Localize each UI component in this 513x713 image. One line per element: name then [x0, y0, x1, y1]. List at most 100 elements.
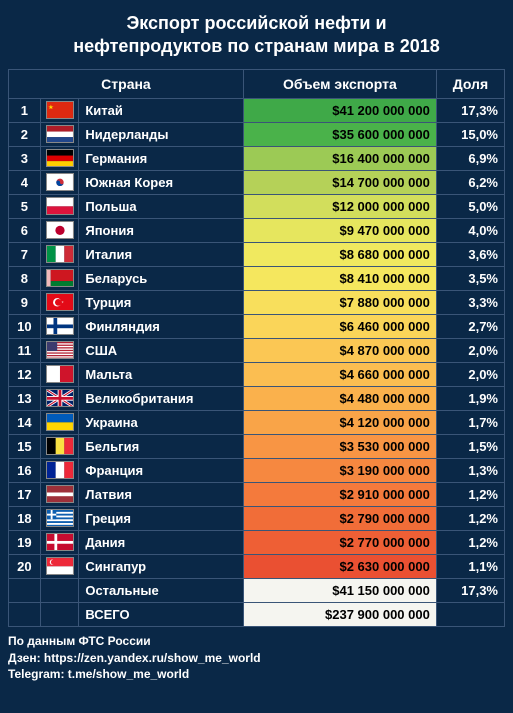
- share-cell: 2,7%: [436, 314, 504, 338]
- table-row: 12 Мальта$4 660 000 0002,0%: [9, 362, 505, 386]
- chart-title: Экспорт российской нефти и нефтепродукто…: [8, 8, 505, 69]
- source-text: По данным ФТС России: [8, 633, 505, 650]
- flag-cell: [40, 482, 79, 506]
- zen-link[interactable]: https://zen.yandex.ru/show_me_world: [44, 651, 261, 665]
- country-cell: Франция: [79, 458, 244, 482]
- header-row: Страна Объем экспорта Доля: [9, 69, 505, 98]
- volume-cell: $4 870 000 000: [243, 338, 436, 362]
- share-cell: 1,1%: [436, 554, 504, 578]
- rank-cell: 4: [9, 170, 41, 194]
- flag-cell: [40, 98, 79, 122]
- country-cell: США: [79, 338, 244, 362]
- country-cell: Латвия: [79, 482, 244, 506]
- ua-flag-icon: [46, 413, 74, 431]
- mt-flag-icon: [46, 365, 74, 383]
- volume-cell: $6 460 000 000: [243, 314, 436, 338]
- table-row: 9Турция$7 880 000 0003,3%: [9, 290, 505, 314]
- table-row: 3Германия$16 400 000 0006,9%: [9, 146, 505, 170]
- country-cell: Мальта: [79, 362, 244, 386]
- share-cell: 1,2%: [436, 530, 504, 554]
- flag-cell: [40, 290, 79, 314]
- total-value: $237 900 000 000: [243, 602, 436, 626]
- de-flag-icon: [46, 149, 74, 167]
- volume-cell: $9 470 000 000: [243, 218, 436, 242]
- others-value: $41 150 000 000: [243, 578, 436, 602]
- flag-cell: [40, 338, 79, 362]
- rank-cell: 20: [9, 554, 41, 578]
- share-cell: 3,6%: [436, 242, 504, 266]
- share-cell: 6,9%: [436, 146, 504, 170]
- fr-flag-icon: [46, 461, 74, 479]
- flag-cell: [40, 530, 79, 554]
- table-row: 13Великобритания$4 480 000 0001,9%: [9, 386, 505, 410]
- rank-cell: 5: [9, 194, 41, 218]
- table-row: 8 Беларусь$8 410 000 0003,5%: [9, 266, 505, 290]
- volume-cell: $4 480 000 000: [243, 386, 436, 410]
- volume-cell: $2 630 000 000: [243, 554, 436, 578]
- export-table: Страна Объем экспорта Доля 1Китай$41 200…: [8, 69, 505, 627]
- kr-flag-icon: [46, 173, 74, 191]
- country-cell: Польша: [79, 194, 244, 218]
- volume-cell: $14 700 000 000: [243, 170, 436, 194]
- share-cell: 6,2%: [436, 170, 504, 194]
- nl-flag-icon: [46, 125, 74, 143]
- rank-cell: 8: [9, 266, 41, 290]
- flag-cell: [40, 362, 79, 386]
- volume-cell: $35 600 000 000: [243, 122, 436, 146]
- table-row: 10Финляндия$6 460 000 0002,7%: [9, 314, 505, 338]
- share-cell: 1,5%: [436, 434, 504, 458]
- share-cell: 2,0%: [436, 338, 504, 362]
- share-cell: 1,2%: [436, 482, 504, 506]
- table-row: 14Украина$4 120 000 0001,7%: [9, 410, 505, 434]
- volume-cell: $4 120 000 000: [243, 410, 436, 434]
- country-cell: Италия: [79, 242, 244, 266]
- telegram-link[interactable]: t.me/show_me_world: [68, 667, 189, 681]
- col-share: Доля: [436, 69, 504, 98]
- us-flag-icon: [46, 341, 74, 359]
- lv-flag-icon: [46, 485, 74, 503]
- rank-cell: 17: [9, 482, 41, 506]
- total-row: ВСЕГО$237 900 000 000: [9, 602, 505, 626]
- footer: По данным ФТС России Дзен: https://zen.y…: [8, 627, 505, 683]
- country-cell: Дания: [79, 530, 244, 554]
- zen-label: Дзен:: [8, 651, 44, 665]
- by-flag-icon: [46, 269, 74, 287]
- col-country: Страна: [9, 69, 244, 98]
- table-row: 2Нидерланды$35 600 000 00015,0%: [9, 122, 505, 146]
- share-cell: 2,0%: [436, 362, 504, 386]
- flag-cell: [40, 314, 79, 338]
- rank-cell: 12: [9, 362, 41, 386]
- flag-cell: [40, 218, 79, 242]
- country-cell: Сингапур: [79, 554, 244, 578]
- tr-flag-icon: [46, 293, 74, 311]
- table-row: 19Дания$2 770 000 0001,2%: [9, 530, 505, 554]
- flag-cell: [40, 266, 79, 290]
- country-cell: Южная Корея: [79, 170, 244, 194]
- rank-cell: 15: [9, 434, 41, 458]
- table-row: 20 Сингапур$2 630 000 0001,1%: [9, 554, 505, 578]
- be-flag-icon: [46, 437, 74, 455]
- volume-cell: $41 200 000 000: [243, 98, 436, 122]
- rank-cell: 9: [9, 290, 41, 314]
- col-volume: Объем экспорта: [243, 69, 436, 98]
- volume-cell: $3 530 000 000: [243, 434, 436, 458]
- country-cell: Финляндия: [79, 314, 244, 338]
- rank-cell: 3: [9, 146, 41, 170]
- fi-flag-icon: [46, 317, 74, 335]
- country-cell: Беларусь: [79, 266, 244, 290]
- flag-cell: [40, 506, 79, 530]
- share-cell: 17,3%: [436, 98, 504, 122]
- jp-flag-icon: [46, 221, 74, 239]
- volume-cell: $8 410 000 000: [243, 266, 436, 290]
- rank-cell: 19: [9, 530, 41, 554]
- flag-cell: [40, 122, 79, 146]
- table-row: 5Польша$12 000 000 0005,0%: [9, 194, 505, 218]
- country-cell: Германия: [79, 146, 244, 170]
- dk-flag-icon: [46, 533, 74, 551]
- share-cell: 5,0%: [436, 194, 504, 218]
- volume-cell: $8 680 000 000: [243, 242, 436, 266]
- volume-cell: $4 660 000 000: [243, 362, 436, 386]
- rank-cell: 14: [9, 410, 41, 434]
- share-cell: 3,5%: [436, 266, 504, 290]
- it-flag-icon: [46, 245, 74, 263]
